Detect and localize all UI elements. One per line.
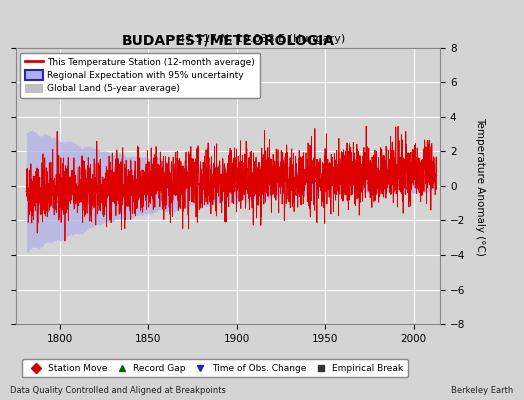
Title: BUDAPEST/METEOROLOGIA: BUDAPEST/METEOROLOGIA [122, 34, 334, 48]
Legend: Station Move, Record Gap, Time of Obs. Change, Empirical Break: Station Move, Record Gap, Time of Obs. C… [23, 360, 408, 378]
Text: 47.517 N, 19.033 E (Hungary): 47.517 N, 19.033 E (Hungary) [178, 34, 346, 44]
Y-axis label: Temperature Anomaly (°C): Temperature Anomaly (°C) [475, 116, 485, 256]
Text: Berkeley Earth: Berkeley Earth [451, 386, 514, 395]
Text: Data Quality Controlled and Aligned at Breakpoints: Data Quality Controlled and Aligned at B… [10, 386, 226, 395]
